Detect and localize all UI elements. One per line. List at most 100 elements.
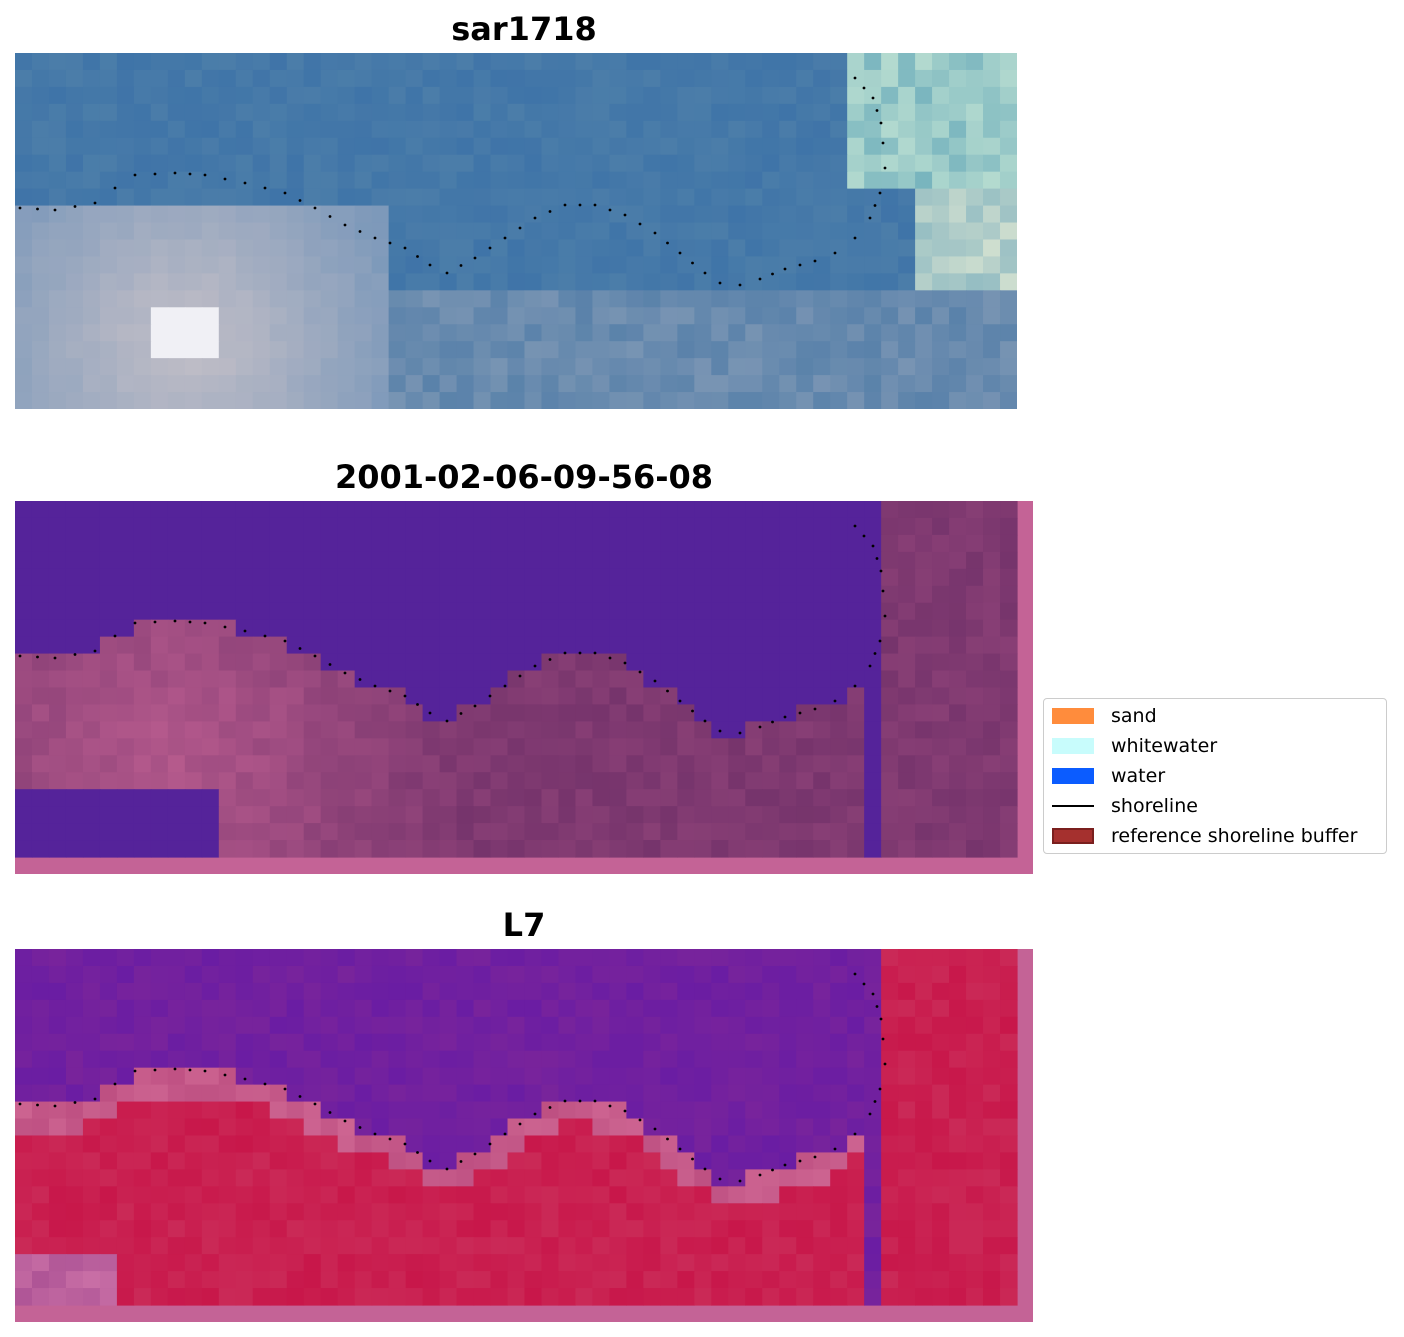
pixel [524,670,543,689]
pixel [456,653,475,672]
pixel [48,602,67,621]
pixel [286,636,305,655]
pixel [48,949,67,967]
pixel [167,840,186,858]
pixel [626,375,644,393]
pixel [847,375,865,393]
pixel [167,602,186,621]
pixel [150,619,169,638]
pixel [184,1220,203,1238]
pixel [575,103,594,122]
pixel [150,999,169,1018]
pixel [473,653,492,672]
pixel [966,1084,984,1103]
pixel [150,1169,169,1187]
pixel [252,1101,271,1120]
pixel [966,375,984,393]
pixel [473,1118,492,1137]
pixel [558,534,577,553]
pixel [82,1220,101,1238]
pixel [184,1016,203,1035]
shoreline-dot [578,1099,582,1103]
pixel [524,307,543,325]
pixel [983,222,1001,241]
pixel [745,239,763,258]
pixel [966,789,984,807]
pixel [150,341,169,359]
pixel [31,86,50,105]
pixel [116,738,135,756]
pixel [643,103,661,122]
pixel [388,1220,407,1238]
pixel [915,806,933,824]
pixel [813,949,831,967]
pixel [864,999,882,1018]
pixel [558,188,577,207]
pixel [932,222,950,241]
pixel [252,755,271,773]
pixel [150,1067,169,1086]
pixel [779,1288,797,1306]
pixel [592,806,610,824]
pixel [575,534,594,553]
pixel [643,1186,661,1204]
pixel [388,517,407,536]
pixel [524,636,543,655]
pixel [439,1016,458,1035]
pixel [456,585,475,604]
pixel [779,324,797,342]
pixel [31,670,50,689]
pixel [320,1203,339,1221]
pixel [609,772,627,790]
pixel [286,1101,305,1120]
pixel [643,1135,661,1154]
pixel [592,551,610,570]
pixel [167,341,186,359]
pixel [184,341,203,359]
pixel [779,551,797,570]
pixel [65,840,84,858]
pixel [201,1288,220,1306]
pixel [660,103,678,122]
pixel [371,501,390,519]
pixel [830,86,848,105]
pixel [201,53,220,71]
pixel [762,86,780,105]
pixel [303,999,322,1018]
pixel [150,1152,169,1170]
pixel [711,568,729,587]
pixel [252,188,271,207]
pixel [201,687,220,706]
pixel [609,1101,627,1120]
pixel [405,501,424,519]
pixel [354,806,373,824]
pixel [1000,789,1018,807]
pixel [65,1152,84,1170]
pixel [881,1254,899,1272]
pixel [609,721,627,739]
pixel [252,307,271,325]
pixel [830,738,848,756]
pixel [354,738,373,756]
pixel [31,69,50,88]
pixel [507,1220,526,1238]
pixel [575,1016,594,1035]
pixel [796,517,814,536]
pixel [354,256,373,274]
pixel [422,137,441,156]
pixel [116,1033,135,1052]
pixel [847,501,865,519]
pixel [48,103,67,122]
pixel [218,806,237,824]
pixel [915,1016,933,1035]
pixel [932,392,950,409]
pixel [626,1033,644,1052]
shoreline-dot [358,1126,362,1129]
pixel [847,619,865,638]
pixel [558,1254,577,1272]
pixel [847,392,865,409]
pixel [813,1220,831,1238]
pixel [269,738,288,756]
pixel [422,205,441,224]
pixel [864,358,882,376]
